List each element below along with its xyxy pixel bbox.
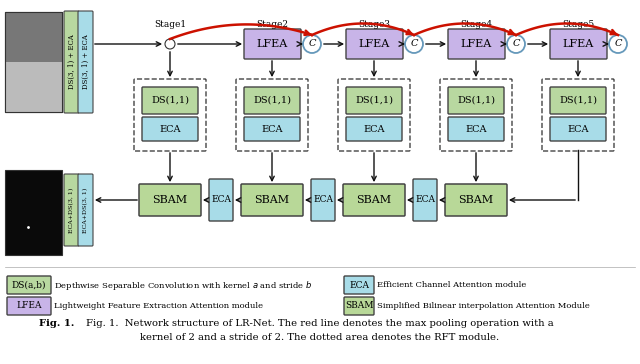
- Text: Lightweight Feature Extraction Attention module: Lightweight Feature Extraction Attention…: [54, 302, 263, 310]
- Text: Stage1: Stage1: [154, 20, 186, 29]
- Text: ECA: ECA: [349, 281, 369, 289]
- FancyBboxPatch shape: [311, 179, 335, 221]
- FancyBboxPatch shape: [64, 11, 79, 113]
- FancyBboxPatch shape: [413, 179, 437, 221]
- Bar: [5, 170, 62, 255]
- FancyBboxPatch shape: [244, 29, 301, 59]
- Text: DS(1,1): DS(1,1): [457, 96, 495, 105]
- Text: ECA: ECA: [465, 124, 487, 134]
- FancyBboxPatch shape: [142, 117, 198, 141]
- Text: C: C: [512, 40, 520, 48]
- Text: SBAM: SBAM: [356, 195, 392, 205]
- FancyBboxPatch shape: [78, 11, 93, 113]
- FancyBboxPatch shape: [244, 117, 300, 141]
- Text: ECA: ECA: [261, 124, 283, 134]
- FancyBboxPatch shape: [346, 29, 403, 59]
- FancyBboxPatch shape: [448, 87, 504, 114]
- FancyBboxPatch shape: [445, 184, 507, 216]
- Text: SBAM: SBAM: [152, 195, 188, 205]
- Text: C: C: [410, 40, 418, 48]
- FancyBboxPatch shape: [209, 179, 233, 221]
- FancyBboxPatch shape: [448, 29, 505, 59]
- Text: DS(3, 1) + ECA: DS(3, 1) + ECA: [81, 35, 90, 90]
- Text: ECA: ECA: [313, 195, 333, 205]
- Text: Fig. 1.  Network structure of LR-Net. The red line denotes the max pooling opera: Fig. 1. Network structure of LR-Net. The…: [86, 318, 554, 328]
- FancyBboxPatch shape: [241, 184, 303, 216]
- FancyBboxPatch shape: [344, 276, 374, 294]
- Text: kernel of 2 and a stride of 2. The dotted area denotes the RFT module.: kernel of 2 and a stride of 2. The dotte…: [140, 332, 500, 341]
- Text: DS(3, 1) + ECA: DS(3, 1) + ECA: [67, 35, 76, 90]
- Text: ECA: ECA: [364, 124, 385, 134]
- Text: Stage4: Stage4: [460, 20, 492, 29]
- FancyBboxPatch shape: [244, 87, 300, 114]
- FancyBboxPatch shape: [7, 276, 51, 294]
- Text: C: C: [308, 40, 316, 48]
- Circle shape: [405, 35, 423, 53]
- Text: Stage2: Stage2: [256, 20, 288, 29]
- Text: DS(1,1): DS(1,1): [151, 96, 189, 105]
- Text: C: C: [614, 40, 621, 48]
- Bar: [5, 12, 62, 112]
- FancyBboxPatch shape: [346, 117, 402, 141]
- Text: Fig. 1.: Fig. 1.: [39, 318, 74, 328]
- Text: ECA: ECA: [159, 124, 180, 134]
- FancyBboxPatch shape: [64, 174, 79, 246]
- Circle shape: [609, 35, 627, 53]
- Bar: [5, 12, 62, 112]
- Text: DS(1,1): DS(1,1): [559, 96, 597, 105]
- FancyBboxPatch shape: [7, 297, 51, 315]
- Text: ECA: ECA: [567, 124, 589, 134]
- FancyBboxPatch shape: [78, 174, 93, 246]
- Text: SBAM: SBAM: [458, 195, 493, 205]
- FancyBboxPatch shape: [343, 184, 405, 216]
- Text: DS(1,1): DS(1,1): [355, 96, 393, 105]
- Text: Stage5: Stage5: [562, 20, 594, 29]
- Text: ECA+DS(3, 1): ECA+DS(3, 1): [83, 187, 88, 233]
- Text: SBAM: SBAM: [345, 301, 373, 310]
- Text: LFEA: LFEA: [16, 301, 42, 310]
- FancyBboxPatch shape: [142, 87, 198, 114]
- Text: ECA: ECA: [211, 195, 231, 205]
- FancyBboxPatch shape: [550, 87, 606, 114]
- FancyBboxPatch shape: [550, 117, 606, 141]
- FancyBboxPatch shape: [448, 117, 504, 141]
- Bar: [5, 12, 62, 62]
- FancyBboxPatch shape: [139, 184, 201, 216]
- FancyBboxPatch shape: [344, 297, 374, 315]
- Text: ECA+DS(3, 1): ECA+DS(3, 1): [69, 187, 74, 233]
- Bar: [5, 62, 62, 112]
- Text: DS(a,b): DS(a,b): [12, 281, 46, 289]
- FancyBboxPatch shape: [550, 29, 607, 59]
- Circle shape: [507, 35, 525, 53]
- Text: LFEA: LFEA: [563, 39, 594, 49]
- Text: LFEA: LFEA: [461, 39, 492, 49]
- Circle shape: [303, 35, 321, 53]
- Text: DS(1,1): DS(1,1): [253, 96, 291, 105]
- Text: LFEA: LFEA: [257, 39, 288, 49]
- Text: Stage3: Stage3: [358, 20, 390, 29]
- Text: LFEA: LFEA: [359, 39, 390, 49]
- FancyBboxPatch shape: [346, 87, 402, 114]
- Text: Simplified Bilinear interpolation Attention Module: Simplified Bilinear interpolation Attent…: [377, 302, 589, 310]
- Circle shape: [165, 39, 175, 49]
- Text: ECA: ECA: [415, 195, 435, 205]
- Text: Efficient Channel Attention module: Efficient Channel Attention module: [377, 281, 526, 289]
- Text: SBAM: SBAM: [255, 195, 289, 205]
- Text: Depthwise Separable Convolution with kernel $a$ and stride $b$: Depthwise Separable Convolution with ker…: [54, 278, 312, 292]
